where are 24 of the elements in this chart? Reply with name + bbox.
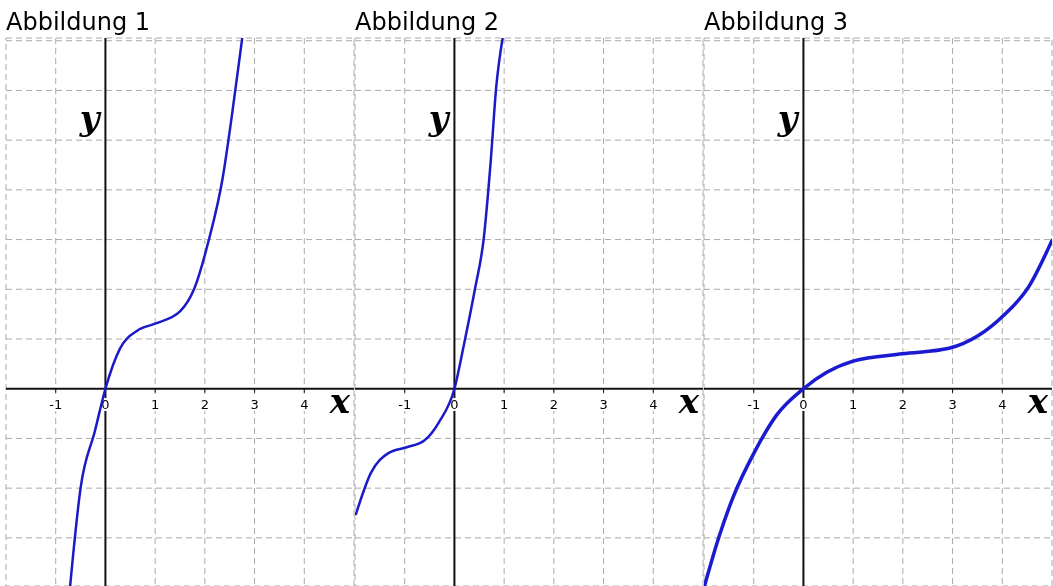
y-axis-title: y bbox=[776, 98, 800, 138]
x-tick-label: 3 bbox=[948, 396, 957, 412]
x-tick-label: 1 bbox=[849, 396, 858, 412]
x-tick-label: 2 bbox=[200, 396, 209, 412]
x-tick-label: -1 bbox=[49, 396, 63, 412]
x-tick-label: -1 bbox=[747, 396, 761, 412]
x-tick-label: 2 bbox=[549, 396, 558, 412]
x-tick-label: 4 bbox=[300, 396, 309, 412]
x-tick-label: 4 bbox=[998, 396, 1007, 412]
chart-title: Abbildung 1 bbox=[6, 8, 151, 36]
x-axis-title: x bbox=[1026, 380, 1049, 421]
x-tick-label: 4 bbox=[649, 396, 658, 412]
y-axis-title: y bbox=[78, 98, 102, 138]
x-tick-label: 1 bbox=[500, 396, 509, 412]
x-tick-label: -1 bbox=[398, 396, 412, 412]
y-axis-title: y bbox=[427, 98, 451, 138]
chart-title: Abbildung 2 bbox=[355, 8, 500, 36]
x-tick-label: 1 bbox=[151, 396, 160, 412]
x-tick-label: 2 bbox=[898, 396, 907, 412]
x-axis-title: x bbox=[677, 380, 700, 421]
x-tick-label: 3 bbox=[250, 396, 259, 412]
chart-title: Abbildung 3 bbox=[704, 8, 849, 36]
x-tick-label: 3 bbox=[599, 396, 608, 412]
x-axis-title: x bbox=[328, 380, 351, 421]
